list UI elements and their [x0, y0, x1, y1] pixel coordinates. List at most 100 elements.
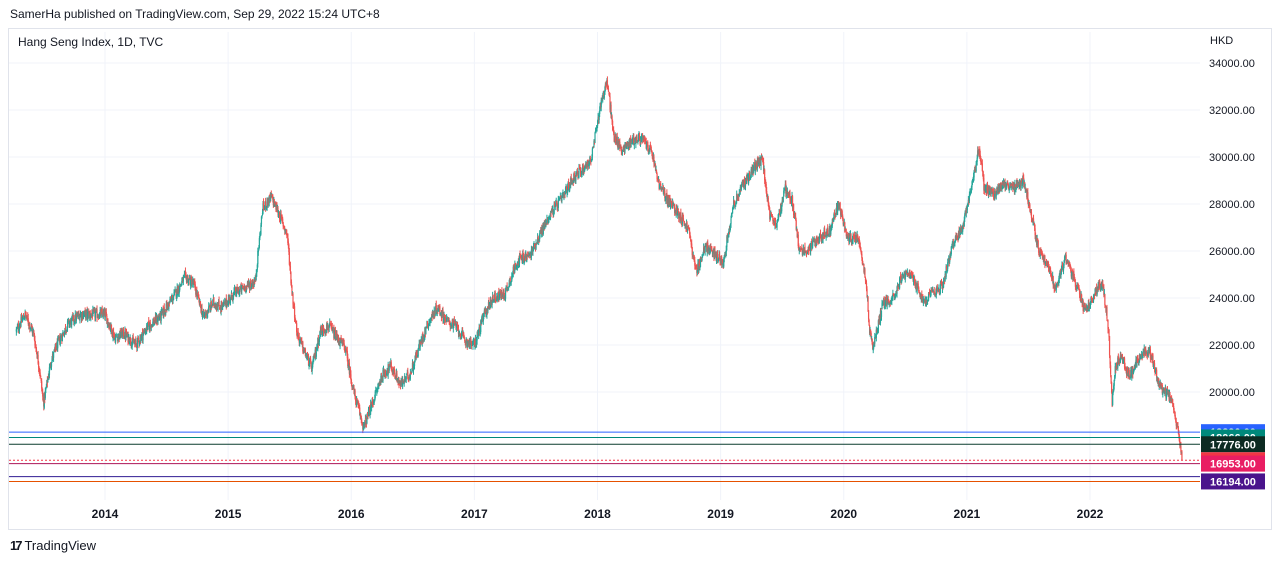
candle-body-up — [472, 340, 474, 347]
candle-body-down — [545, 222, 548, 224]
candle-body-down — [703, 246, 705, 251]
candle-body-up — [1001, 181, 1004, 190]
candle-body-up — [569, 184, 571, 191]
candle-body-down — [187, 276, 189, 284]
candle-body-down — [1123, 358, 1126, 368]
candle-body-up — [255, 273, 257, 278]
candle-body-up — [458, 333, 460, 336]
candle-body-up — [937, 288, 939, 292]
candle-body-up — [45, 388, 47, 390]
candle-body-up — [236, 287, 238, 295]
candle-body-down — [447, 317, 449, 320]
candle-body-up — [894, 294, 897, 298]
candle-body-up — [65, 330, 67, 332]
candle-body-up — [1012, 185, 1014, 190]
candle-body-up — [1147, 352, 1149, 356]
candle-body-up — [735, 205, 737, 207]
candle-body-up — [520, 256, 523, 258]
candle-body-up — [120, 335, 122, 337]
candle-body-up — [261, 215, 263, 218]
candle-body-down — [926, 300, 928, 304]
candle-body-up — [131, 342, 133, 347]
candle-body-down — [1163, 388, 1165, 393]
candle-body-up — [253, 280, 255, 286]
candle-body-up — [532, 250, 534, 252]
candle-body-up — [480, 320, 482, 332]
candle-body-down — [787, 191, 789, 193]
candle-body-up — [730, 213, 733, 218]
candle-body-down — [1019, 180, 1021, 184]
candle-body-up — [1155, 369, 1157, 371]
candle-body-up — [486, 308, 488, 316]
candle-body-up — [67, 320, 69, 322]
candle-body-down — [868, 319, 870, 326]
candle-body-down — [463, 335, 465, 339]
candle-body-down — [656, 177, 659, 179]
candle-body-down — [611, 116, 613, 122]
candle-body-up — [232, 292, 235, 297]
candle-body-up — [439, 313, 441, 315]
candle-body-up — [802, 253, 804, 256]
candle-body-up — [938, 288, 940, 290]
candle-body-up — [725, 245, 727, 252]
candle-body-down — [288, 244, 290, 253]
candle-body-down — [354, 396, 357, 402]
candle-body-down — [359, 407, 361, 416]
candle-body-down — [132, 336, 134, 341]
candle-body-down — [322, 326, 325, 332]
candle-body-down — [1124, 368, 1127, 370]
candle-body-down — [653, 162, 656, 167]
candle-body-down — [842, 216, 844, 220]
candle-body-down — [980, 158, 982, 162]
candle-body-down — [852, 235, 855, 237]
candle-body-up — [280, 213, 282, 222]
candle-body-down — [1010, 185, 1012, 187]
candle-body-down — [619, 141, 621, 148]
candle-body-up — [221, 305, 223, 310]
tradingview-logo[interactable]: 17 TradingView — [10, 538, 96, 553]
candle-body-down — [860, 247, 862, 251]
candle-body-down — [330, 325, 332, 329]
candle-body-up — [121, 332, 123, 337]
candle-body-up — [489, 299, 492, 307]
candle-body-down — [213, 297, 215, 305]
candle-body-down — [683, 224, 686, 226]
candle-body-down — [384, 370, 387, 376]
candle-body-up — [1097, 284, 1099, 290]
candle-body-up — [259, 233, 261, 239]
candle-body-up — [92, 309, 94, 317]
candle-body-down — [764, 169, 766, 181]
candle-body-down — [795, 216, 797, 220]
candle-body-up — [811, 246, 813, 248]
candle-body-down — [265, 201, 267, 209]
candle-body-down — [263, 208, 265, 210]
candle-body-down — [1047, 260, 1049, 265]
candle-body-up — [1147, 350, 1149, 354]
candle-body-down — [806, 252, 808, 254]
candle-body-down — [111, 328, 113, 336]
candle-body-up — [591, 157, 593, 161]
candle-body-up — [564, 187, 567, 194]
candle-body-down — [1143, 352, 1145, 354]
candle-body-down — [62, 333, 65, 335]
candle-body-up — [412, 367, 415, 371]
candle-body-down — [907, 274, 909, 276]
candle-body-up — [1164, 391, 1166, 393]
candle-body-down — [307, 356, 310, 366]
candle-body-up — [76, 314, 78, 317]
candle-body-up — [123, 337, 126, 339]
candle-body-up — [498, 296, 500, 300]
candle-body-down — [1000, 183, 1002, 188]
candle-body-up — [95, 310, 97, 313]
candle-body-up — [1009, 186, 1011, 189]
candle-body-down — [164, 310, 166, 314]
candle-body-up — [588, 163, 590, 166]
candle-body-down — [393, 368, 395, 375]
candle-body-down — [1071, 270, 1073, 272]
candle-body-up — [1134, 363, 1137, 367]
candle-body-down — [105, 311, 107, 316]
candle-body-up — [1058, 278, 1060, 283]
candle-body-down — [288, 251, 290, 265]
candle-body-down — [846, 234, 848, 238]
